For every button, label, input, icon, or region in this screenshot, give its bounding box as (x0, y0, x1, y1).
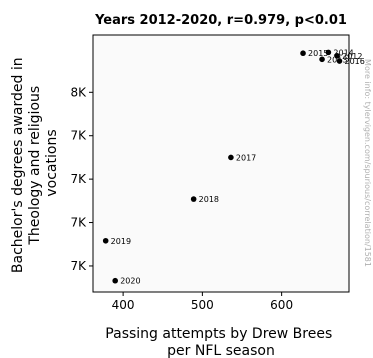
data-point-label: 2017 (236, 153, 256, 162)
data-point (102, 237, 109, 244)
x-tick-label: 400 (112, 298, 135, 312)
data-point (300, 50, 306, 57)
data-point-label: 2012 (342, 52, 362, 61)
y-axis-label-line: vocations (44, 129, 60, 196)
y-axis-label: Bachelor's degrees awarded in Theology a… (10, 53, 60, 273)
y-axis-label-line: Bachelor's degrees awarded in (10, 57, 26, 273)
x-axis-label-line: Passing attempts by Drew Brees (105, 326, 332, 342)
x-axis-ticks: 400 500 600 (112, 292, 293, 312)
y-axis-ticks: 7K 7K 7K 7K 8K (70, 85, 93, 273)
data-points: 201220132014201520162017201820192020 (102, 48, 365, 286)
source-note: More info: tylervigen.com/spurious/corre… (363, 59, 372, 267)
data-point-label: 2018 (199, 195, 219, 204)
data-point-label: 2014 (333, 48, 353, 57)
x-tick-label: 600 (270, 298, 293, 312)
data-point (112, 277, 118, 284)
data-point (336, 58, 343, 64)
y-tick-label: 7K (70, 129, 87, 143)
y-axis-label-line: Theology and religious (27, 86, 43, 246)
y-tick-label: 7K (70, 172, 87, 186)
y-tick-label: 8K (70, 85, 87, 99)
data-point (228, 154, 234, 161)
x-axis-label-line: per NFL season (167, 343, 275, 358)
data-point-label: 2019 (111, 237, 131, 246)
plot-area (92, 34, 350, 293)
x-tick-label: 500 (191, 298, 214, 312)
data-point-label: 2020 (120, 277, 140, 286)
data-point-label: 2016 (344, 57, 364, 66)
data-point-label: 2015 (308, 49, 328, 58)
y-tick-label: 7K (70, 216, 87, 230)
data-point (319, 56, 325, 63)
x-axis-label: Passing attempts by Drew Brees per NFL s… (105, 326, 336, 358)
y-tick-label: 7K (70, 259, 87, 273)
data-point (190, 196, 197, 202)
data-point (325, 49, 332, 56)
data-point (334, 53, 340, 59)
chart-title: Years 2012-2020, r=0.979, p<0.01 (94, 13, 347, 28)
